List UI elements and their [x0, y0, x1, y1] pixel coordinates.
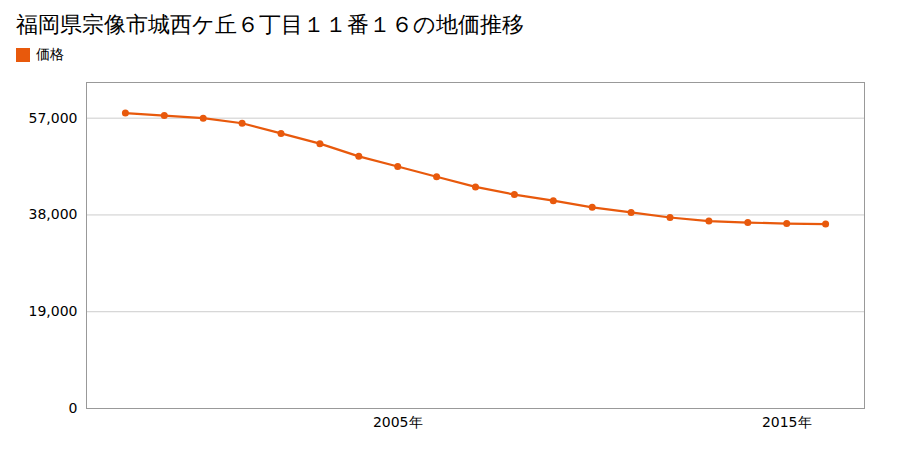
svg-text:19,000: 19,000: [29, 303, 78, 319]
html-text:価格: 価格: [36, 46, 64, 62]
svg-text:57,000: 57,000: [29, 110, 78, 126]
svg-text:38,000: 38,000: [29, 206, 78, 222]
html-text:福岡県宗像市城西ケ丘６丁目１１番１６の地価推移: 福岡県宗像市城西ケ丘６丁目１１番１６の地価推移: [16, 12, 524, 37]
svg-text:2005年: 2005年: [373, 414, 423, 430]
svg-text:2015年: 2015年: [762, 414, 812, 430]
svg-text:0: 0: [69, 400, 78, 416]
